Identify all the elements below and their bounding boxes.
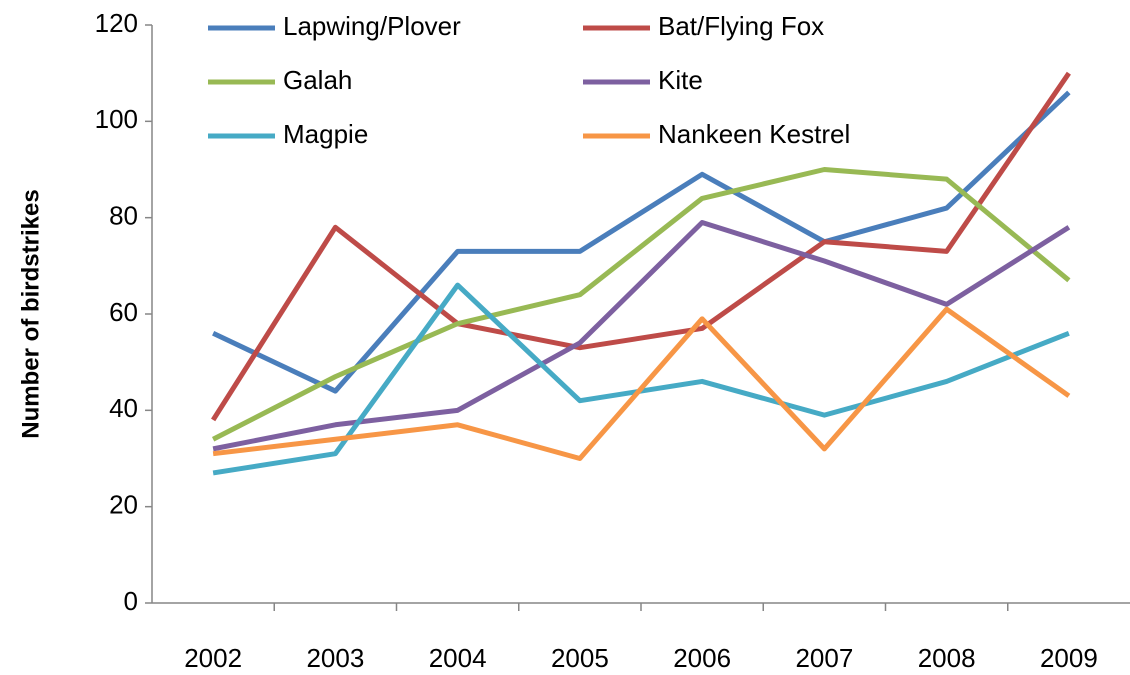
x-tick-label: 2008: [918, 643, 976, 673]
y-tick-label: 60: [109, 297, 138, 327]
x-tick-label: 2009: [1040, 643, 1098, 673]
series-line: [211, 167, 1071, 442]
y-tick-label: 120: [95, 8, 138, 38]
y-tick-label: 20: [109, 490, 138, 520]
y-tick-label: 40: [109, 393, 138, 423]
x-tick-label: 2007: [795, 643, 853, 673]
x-tick-label: 2003: [306, 643, 364, 673]
y-tick-label: 100: [95, 104, 138, 134]
series-line: [212, 306, 1071, 461]
series-line: [211, 71, 1071, 422]
legend-label: Magpie: [283, 119, 368, 149]
x-tick-label: 2004: [429, 643, 487, 673]
x-tick-label: 2005: [551, 643, 609, 673]
legend-label: Galah: [283, 65, 352, 95]
legend-label: Lapwing/Plover: [283, 11, 461, 41]
y-axis-label: Number of birdstrikes: [17, 189, 44, 438]
x-tick-label: 2002: [184, 643, 242, 673]
legend-label: Kite: [658, 65, 703, 95]
y-tick-label: 0: [124, 586, 138, 616]
legend-label: Bat/Flying Fox: [658, 11, 824, 41]
x-tick-label: 2006: [673, 643, 731, 673]
legend-label: Nankeen Kestrel: [658, 119, 850, 149]
y-tick-label: 80: [109, 201, 138, 231]
